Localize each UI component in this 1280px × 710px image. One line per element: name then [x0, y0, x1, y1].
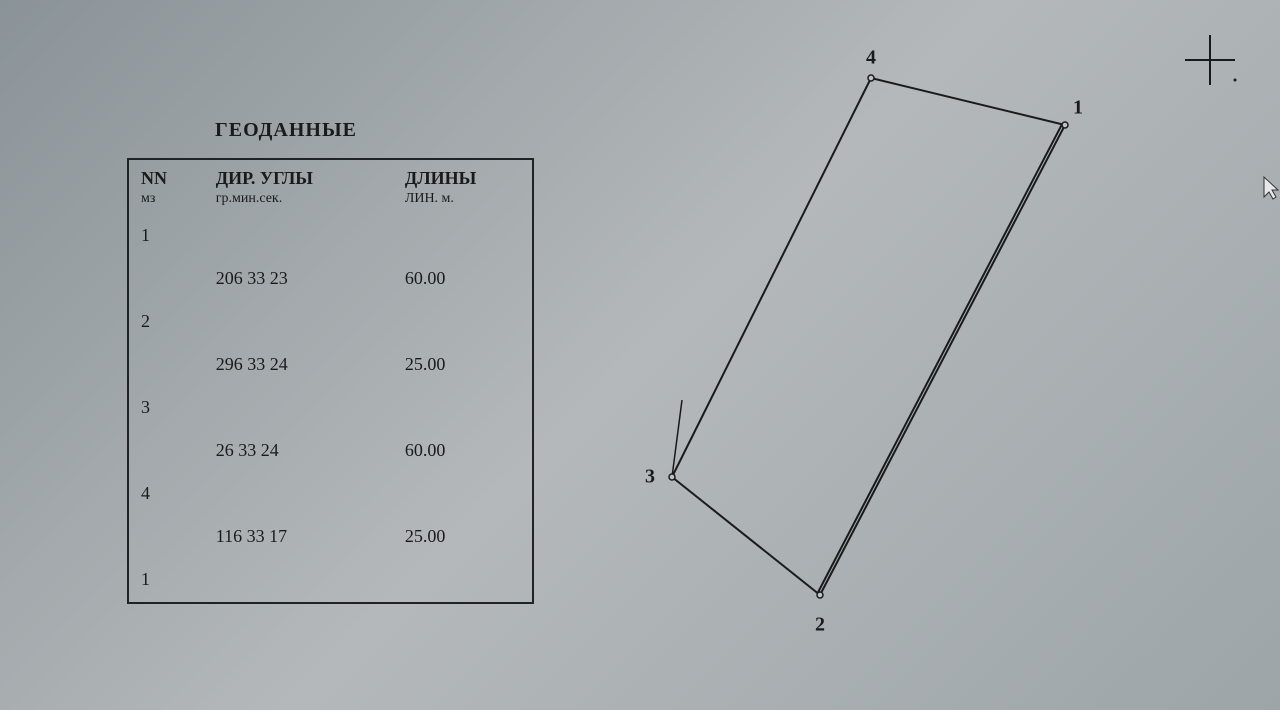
cursor-icon — [1262, 175, 1280, 206]
col-len-sub: ЛИН. м. — [405, 191, 520, 207]
cell-nn: 2 — [131, 301, 204, 342]
geodata-table: NN мз ДИР. УГЛЫ гр.мин.сек. ДЛИНЫ ЛИН. м… — [127, 158, 534, 604]
cell-len — [395, 301, 530, 342]
cell-nn: 4 — [131, 473, 204, 514]
cell-nn — [131, 344, 204, 385]
col-nn-main: NN — [141, 168, 167, 188]
cell-angle — [206, 473, 393, 514]
table-row: 296 33 24 25.00 — [131, 344, 530, 385]
cell-angle — [206, 215, 393, 256]
table-row: 4 — [131, 473, 530, 514]
cell-len — [395, 215, 530, 256]
col-header-nn: NN мз — [131, 162, 204, 213]
vertex-label: 1 — [1073, 97, 1083, 120]
table-title: ГЕОДАННЫЕ — [215, 119, 357, 142]
table-row: 26 33 24 60.00 — [131, 430, 530, 471]
table-row: 1 — [131, 559, 530, 600]
table-body: 1 206 33 23 60.00 2 296 33 24 25.00 3 — [131, 215, 530, 600]
cell-nn — [131, 516, 204, 557]
cell-nn — [131, 430, 204, 471]
col-nn-sub: мз — [141, 191, 194, 207]
col-header-angle: ДИР. УГЛЫ гр.мин.сек. — [206, 162, 393, 213]
col-angle-sub: гр.мин.сек. — [216, 191, 383, 207]
cell-angle: 296 33 24 — [206, 344, 393, 385]
cell-len — [395, 559, 530, 600]
cell-angle: 26 33 24 — [206, 430, 393, 471]
table-row: 3 — [131, 387, 530, 428]
cell-angle — [206, 301, 393, 342]
col-len-main: ДЛИНЫ — [405, 168, 476, 188]
cell-len: 60.00 — [395, 430, 530, 471]
parcel-plot: 1 2 3 4 — [600, 30, 1160, 650]
cell-len — [395, 387, 530, 428]
table-row: 2 — [131, 301, 530, 342]
cell-len — [395, 473, 530, 514]
page: ГЕОДАННЫЕ NN мз ДИР. УГЛЫ гр.мин.сек. ДЛ… — [0, 0, 1280, 710]
cell-len: 60.00 — [395, 258, 530, 299]
col-header-len: ДЛИНЫ ЛИН. м. — [395, 162, 530, 213]
compass-icon — [1180, 30, 1240, 90]
cell-angle: 206 33 23 — [206, 258, 393, 299]
cell-angle: 116 33 17 — [206, 516, 393, 557]
plot-svg — [600, 30, 1160, 650]
cell-angle — [206, 559, 393, 600]
cell-nn: 1 — [131, 559, 204, 600]
vertex-label: 2 — [815, 614, 825, 637]
vertex-label: 3 — [645, 466, 655, 489]
col-angle-main: ДИР. УГЛЫ — [216, 168, 313, 188]
cell-nn: 3 — [131, 387, 204, 428]
cell-len: 25.00 — [395, 344, 530, 385]
cell-angle — [206, 387, 393, 428]
table-row: 206 33 23 60.00 — [131, 258, 530, 299]
vertex-label: 4 — [866, 47, 876, 70]
table-row: 116 33 17 25.00 — [131, 516, 530, 557]
cell-len: 25.00 — [395, 516, 530, 557]
cell-nn: 1 — [131, 215, 204, 256]
table-row: 1 — [131, 215, 530, 256]
table-header-row: NN мз ДИР. УГЛЫ гр.мин.сек. ДЛИНЫ ЛИН. м… — [131, 162, 530, 213]
cell-nn — [131, 258, 204, 299]
